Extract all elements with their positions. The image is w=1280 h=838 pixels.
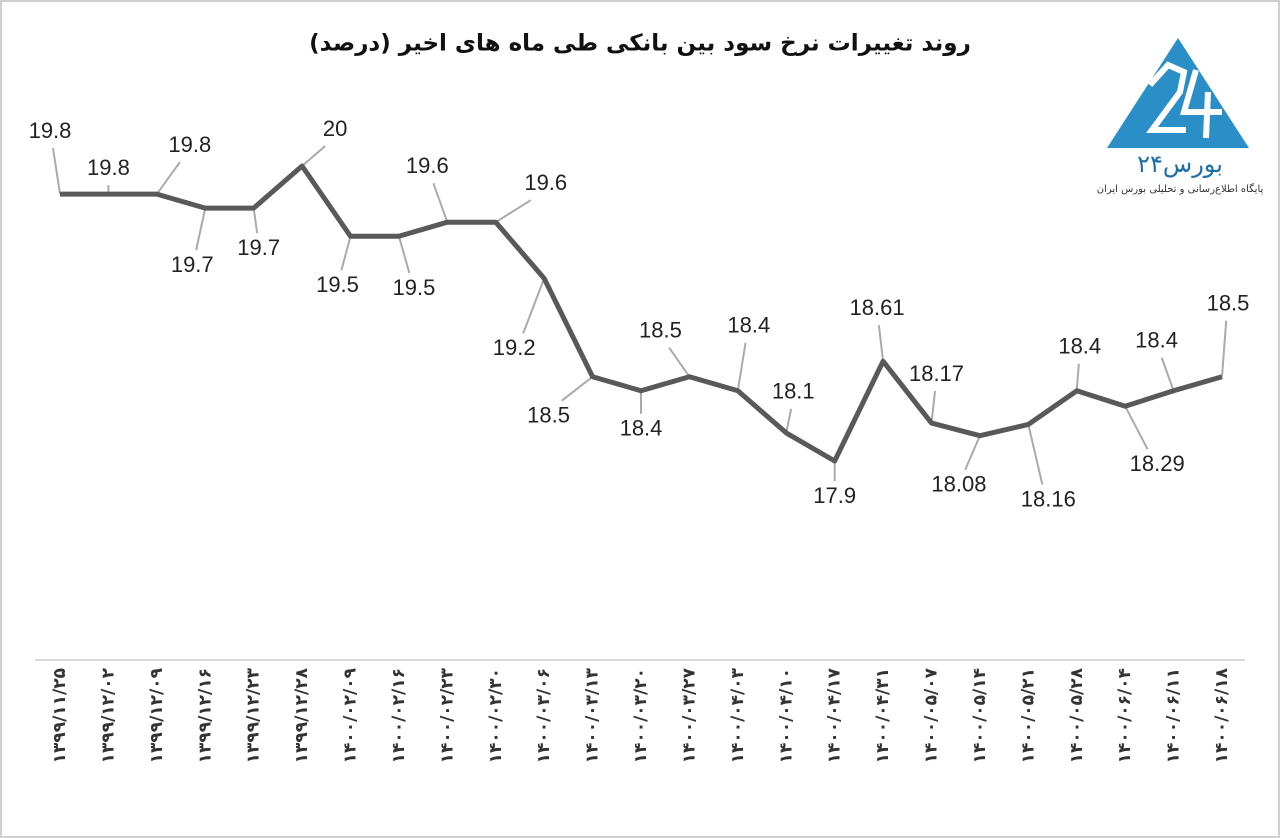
leader-line xyxy=(668,347,691,378)
x-tick-label: ۱۳۹۹/۱۲/۲۸ xyxy=(292,667,312,763)
x-tick-label: ۱۴۰۰/۰۲/۰۹ xyxy=(341,667,361,763)
data-label: 18.5 xyxy=(1207,291,1250,316)
x-tick-label: ۱۴۰۰/۰۶/۰۴ xyxy=(1115,668,1135,763)
leader-line xyxy=(432,182,449,223)
data-label: 18.08 xyxy=(931,472,986,497)
data-label: 19.8 xyxy=(29,118,72,143)
leader-line xyxy=(495,199,532,224)
leader-line xyxy=(252,208,259,234)
leader-line xyxy=(964,435,981,471)
data-label: 19.7 xyxy=(237,235,280,260)
logo-two xyxy=(1146,61,1188,133)
chart-title: روند تغییرات نرخ سود بین بانکی طی ماه ها… xyxy=(309,31,971,57)
data-label: 19.7 xyxy=(171,252,214,277)
leader-line xyxy=(195,207,207,251)
leader-line xyxy=(1160,357,1175,392)
data-label: 17.9 xyxy=(813,483,856,508)
x-tick-label: ۱۴۰۰/۰۵/۲۱ xyxy=(1018,668,1038,763)
leader-line xyxy=(301,145,326,167)
logo-four-stem xyxy=(1203,91,1211,139)
x-tick-label: ۱۴۰۰/۰۳/۰۶ xyxy=(534,668,554,763)
x-tick-label: ۱۳۹۹/۱۲/۱۶ xyxy=(195,668,215,763)
x-tick-label: ۱۴۰۰/۰۶/۱۱ xyxy=(1164,668,1184,763)
data-label: 19.5 xyxy=(316,272,359,297)
x-tick-label: ۱۳۹۹/۱۲/۲۳ xyxy=(244,667,264,763)
data-label: 18.4 xyxy=(620,416,663,441)
x-tick-label: ۱۴۰۰/۰۵/۱۴ xyxy=(970,668,990,763)
leader-line xyxy=(561,375,594,402)
logo: بورس۲۴ پایگاه اطلاع‌رسانی و تحلیلی بورس … xyxy=(1097,38,1264,195)
leader-line xyxy=(1027,424,1044,485)
leader-line xyxy=(156,161,181,195)
data-label: 19.8 xyxy=(168,132,211,157)
x-tick-label: ۱۴۰۰/۰۳/۱۳ xyxy=(583,667,603,763)
data-label: 19.6 xyxy=(524,170,567,195)
data-label: 18.4 xyxy=(1058,334,1101,359)
data-label: 18.16 xyxy=(1021,486,1076,511)
data-label: 18.29 xyxy=(1130,451,1185,476)
data-line xyxy=(60,163,1223,464)
data-label: 18.61 xyxy=(850,295,905,320)
logo-tagline: پایگاه اطلاع‌رسانی و تحلیلی بورس ایران xyxy=(1097,183,1264,195)
data-label: 18.1 xyxy=(772,379,815,404)
x-tick-label: ۱۴۰۰/۰۴/۱۷ xyxy=(825,667,845,763)
data-label: 18.4 xyxy=(1135,328,1178,353)
data-label: 19.6 xyxy=(406,153,449,178)
x-tick-label: ۱۴۰۰/۰۳/۲۷ xyxy=(679,667,699,763)
x-tick-label: ۱۳۹۹/۱۱/۲۵ xyxy=(50,668,70,763)
leader-line xyxy=(877,325,885,362)
leader-line xyxy=(1221,320,1228,377)
x-tick-label: ۱۴۰۰/۰۴/۰۳ xyxy=(728,667,748,763)
leader-line xyxy=(340,235,352,271)
x-tick-label: ۱۴۰۰/۰۲/۱۶ xyxy=(389,668,409,763)
data-label: 18.4 xyxy=(727,313,770,338)
x-tick-label: ۱۴۰۰/۰۲/۳۰ xyxy=(486,668,506,763)
data-label: 18.5 xyxy=(639,318,682,343)
leader-line xyxy=(397,235,411,274)
leader-line xyxy=(736,342,747,391)
data-label: 18.5 xyxy=(527,403,570,428)
leader-line xyxy=(1075,363,1080,391)
data-label: 18.17 xyxy=(909,361,964,386)
leader-line xyxy=(1124,405,1149,450)
x-tick-label: ۱۴۰۰/۰۴/۳۱ xyxy=(873,668,893,763)
x-tick-label: ۱۳۹۹/۱۲/۰۹ xyxy=(147,667,167,763)
x-tick-label: ۱۴۰۰/۰۳/۲۰ xyxy=(631,668,651,763)
leader-line xyxy=(785,408,793,434)
data-label: 19.2 xyxy=(493,335,536,360)
logo-name: بورس۲۴ xyxy=(1137,150,1223,178)
x-tick-label: ۱۴۰۰/۰۵/۰۷ xyxy=(922,667,942,763)
x-tick-label: ۱۴۰۰/۰۴/۱۰ xyxy=(776,668,796,763)
data-label: 20 xyxy=(323,116,347,141)
leader-line xyxy=(930,390,936,424)
leader-line xyxy=(522,278,546,334)
x-tick-label: ۱۴۰۰/۰۲/۲۳ xyxy=(437,667,457,763)
x-tick-label: ۱۳۹۹/۱۲/۰۲ xyxy=(98,667,118,763)
data-label: 19.5 xyxy=(393,275,436,300)
leader-line xyxy=(52,147,61,195)
data-label: 19.8 xyxy=(87,155,130,180)
x-tick-label: ۱۴۰۰/۰۶/۱۸ xyxy=(1212,667,1232,763)
x-tick-label: ۱۴۰۰/۰۵/۲۸ xyxy=(1067,667,1087,763)
